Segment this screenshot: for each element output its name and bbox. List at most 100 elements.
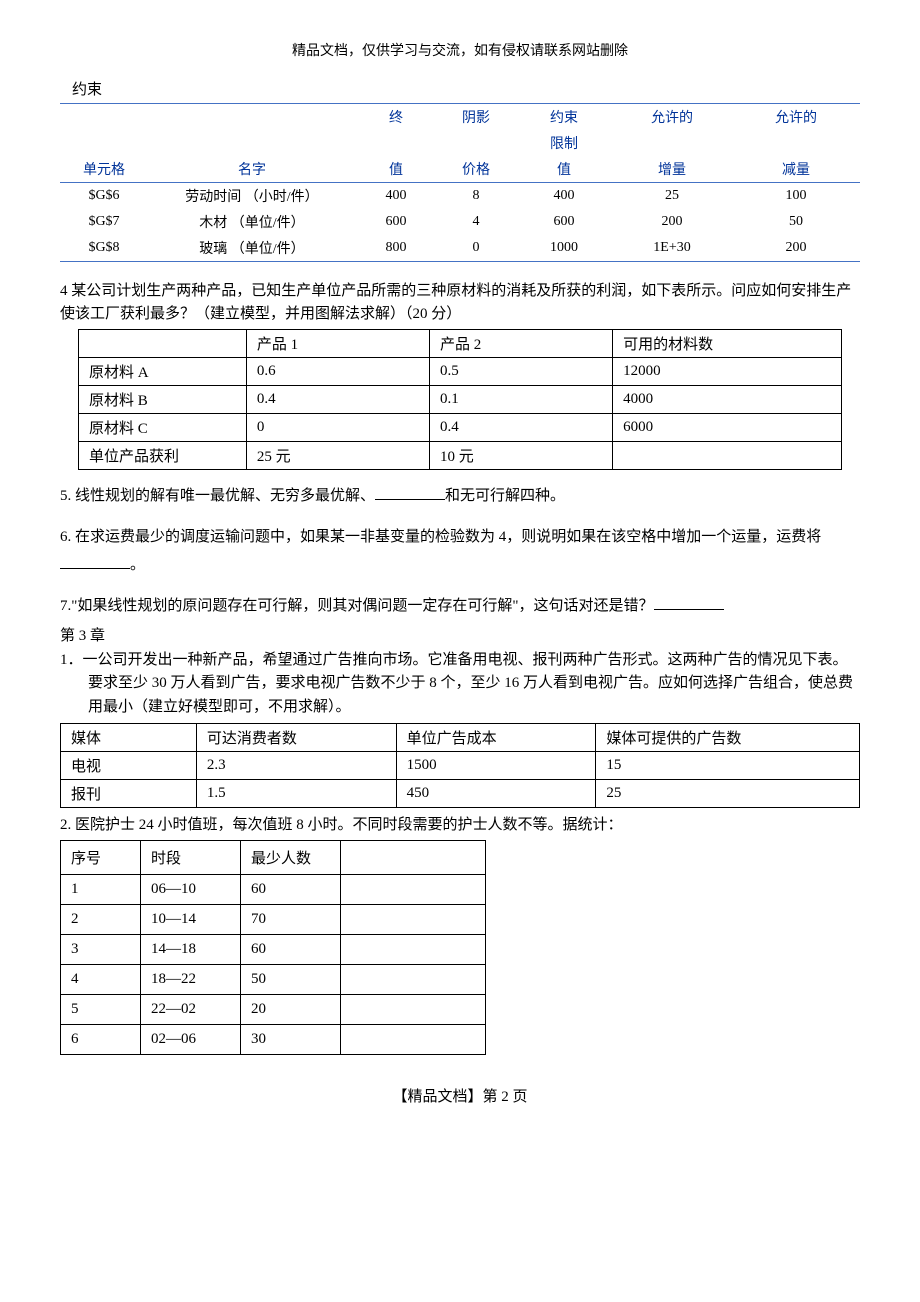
table-cell: 25 (612, 183, 732, 210)
ct-h (148, 130, 356, 156)
table-cell: 60 (241, 875, 341, 905)
table-cell: 产品 2 (429, 330, 612, 358)
table-cell (341, 905, 486, 935)
table-cell: 4 (61, 965, 141, 995)
table-cell: 报刊 (61, 779, 197, 807)
table-cell: 劳动时间 （小时/件） (148, 183, 356, 210)
constraint-table: 终 阴影 约束 允许的 允许的 限制 单元格 名字 值 价格 值 增量 减量 $… (60, 103, 860, 262)
table-cell: 0.5 (429, 358, 612, 386)
table-cell: 12000 (613, 358, 842, 386)
watermark-header: 精品文档，仅供学习与交流，如有侵权请联系网站删除 (60, 40, 860, 60)
table-cell: 70 (241, 905, 341, 935)
table-cell: 800 (356, 235, 436, 262)
table-cell: 14—18 (141, 935, 241, 965)
blank-field[interactable] (654, 596, 724, 610)
ch3-question-2: 2. 医院护士 24 小时值班，每次值班 8 小时。不同时段需要的护士人数不等。… (60, 814, 860, 837)
table-cell: 5 (61, 995, 141, 1025)
blank-field[interactable] (60, 556, 130, 570)
table-cell: 0 (436, 235, 516, 262)
table-cell (613, 442, 842, 470)
table-cell: 18—22 (141, 965, 241, 995)
table-cell: 序号 (61, 841, 141, 875)
chapter-3-heading: 第 3 章 (60, 624, 860, 645)
table-cell: 0.4 (429, 414, 612, 442)
blank-field[interactable] (375, 487, 445, 501)
table-cell: 电视 (61, 751, 197, 779)
table-cell: 600 (356, 209, 436, 235)
table-cell: 0.4 (246, 386, 429, 414)
table-cell: 400 (356, 183, 436, 210)
table-cell: 3 (61, 935, 141, 965)
ct-h: 允许的 (612, 104, 732, 131)
question-7: 7."如果线性规划的原问题存在可行解，则其对偶问题一定存在可行解"，这句话对还是… (60, 592, 860, 621)
ct-h (612, 130, 732, 156)
table-cell: 2 (61, 905, 141, 935)
table-cell: 6000 (613, 414, 842, 442)
table-cell: 100 (732, 183, 860, 210)
q6-text-b: 。 (130, 557, 145, 573)
ct-h (732, 130, 860, 156)
table-cell: 可用的材料数 (613, 330, 842, 358)
media-table: 媒体可达消费者数单位广告成本媒体可提供的广告数电视2.3150015报刊1.54… (60, 723, 860, 808)
table-cell: 50 (241, 965, 341, 995)
table-cell: 原材料 C (79, 414, 247, 442)
question-6: 6. 在求运费最少的调度运输问题中，如果某一非基变量的检验数为 4，则说明如果在… (60, 523, 860, 580)
table-cell: 30 (241, 1025, 341, 1055)
table-cell (79, 330, 247, 358)
table-cell: 10 元 (429, 442, 612, 470)
table-cell: 8 (436, 183, 516, 210)
ch3-question-1: 1．一公司开发出一种新产品，希望通过广告推向市场。它准备用电视、报刊两种广告形式… (60, 649, 860, 719)
table-cell: 产品 1 (246, 330, 429, 358)
table-cell (341, 841, 486, 875)
ct-h: 值 (516, 156, 612, 183)
table-cell (341, 935, 486, 965)
ct-h: 减量 (732, 156, 860, 183)
q5-text-b: 和无可行解四种。 (445, 488, 565, 504)
table-cell: 1E+30 (612, 235, 732, 262)
table-cell: 6 (61, 1025, 141, 1055)
table-cell: 0.6 (246, 358, 429, 386)
ct-h (60, 130, 148, 156)
ct-h: 名字 (148, 156, 356, 183)
table-cell: 10—14 (141, 905, 241, 935)
table-cell: 时段 (141, 841, 241, 875)
table-cell: $G$7 (60, 209, 148, 235)
ct-h: 终 (356, 104, 436, 131)
ct-h: 增量 (612, 156, 732, 183)
table-cell: 最少人数 (241, 841, 341, 875)
table-cell: 1.5 (196, 779, 396, 807)
table-cell: 02—06 (141, 1025, 241, 1055)
table-cell: 450 (396, 779, 596, 807)
table-cell: 玻璃 （单位/件） (148, 235, 356, 262)
constraint-title: 约束 (72, 78, 860, 99)
question-4: 4 某公司计划生产两种产品，已知生产单位产品所需的三种原材料的消耗及所获的利润，… (60, 280, 860, 325)
table-cell: $G$8 (60, 235, 148, 262)
nurse-table: 序号时段最少人数 106—1060 210—1470 314—1860 418—… (60, 840, 486, 1055)
ct-h: 约束 (516, 104, 612, 131)
q4-table: 产品 1产品 2可用的材料数原材料 A0.60.512000原材料 B0.40.… (78, 329, 842, 470)
table-cell: 25 (596, 779, 860, 807)
ct-h: 限制 (516, 130, 612, 156)
table-cell: 原材料 B (79, 386, 247, 414)
table-cell: 0.1 (429, 386, 612, 414)
ct-h: 价格 (436, 156, 516, 183)
ct-h: 允许的 (732, 104, 860, 131)
table-cell: 20 (241, 995, 341, 1025)
page-footer: 【精品文档】第 2 页 (60, 1085, 860, 1106)
ct-h: 值 (356, 156, 436, 183)
table-cell: 06—10 (141, 875, 241, 905)
table-cell: 1 (61, 875, 141, 905)
table-cell: 50 (732, 209, 860, 235)
table-cell (341, 995, 486, 1025)
ct-h: 阴影 (436, 104, 516, 131)
question-5: 5. 线性规划的解有唯一最优解、无穷多最优解、和无可行解四种。 (60, 482, 860, 511)
table-cell: 原材料 A (79, 358, 247, 386)
table-cell: 木材 （单位/件） (148, 209, 356, 235)
ct-h (356, 130, 436, 156)
table-cell: 媒体可提供的广告数 (596, 723, 860, 751)
table-cell: 1500 (396, 751, 596, 779)
table-cell: 400 (516, 183, 612, 210)
table-cell (341, 965, 486, 995)
table-cell: 可达消费者数 (196, 723, 396, 751)
table-cell: 4000 (613, 386, 842, 414)
